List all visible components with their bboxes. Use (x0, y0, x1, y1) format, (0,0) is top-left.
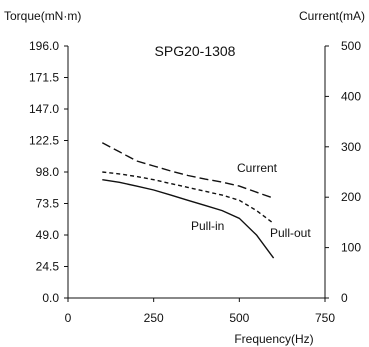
y-right-tick-label: 400 (341, 89, 361, 103)
y-left-tick-label: 147.0 (29, 102, 59, 116)
series (101, 142, 275, 259)
y-left-tick-label: 73.5 (36, 197, 60, 211)
y-right-tick-label: 200 (341, 190, 361, 204)
x-tick-label: 500 (229, 311, 249, 325)
series-label-current: Current (237, 161, 278, 175)
chart-title: SPG20-1308 (155, 43, 236, 59)
y-left-tick-label: 171.5 (29, 71, 59, 85)
y-right-tick-label: 500 (341, 39, 361, 53)
y-right-tick-label: 300 (341, 140, 361, 154)
axes (67, 46, 326, 299)
y-right-tick-label: 100 (341, 241, 361, 255)
x-tick-label: 750 (315, 311, 335, 325)
series-line-pull-out (102, 171, 275, 224)
y-left-tick-label: 0.0 (42, 291, 59, 305)
y-axis-left-label: Torque(mN·m) (4, 9, 81, 23)
y-left-tick-label: 122.5 (29, 134, 59, 148)
series-label-pull-in: Pull-in (191, 219, 224, 233)
series-label-pull-out: Pull-out (270, 226, 311, 240)
x-tick-label: 0 (65, 311, 72, 325)
series-line-current (101, 142, 274, 199)
y-axis-right-label: Current(mA) (299, 9, 365, 23)
x-tick-label: 250 (144, 311, 164, 325)
y-left-tick-label: 196.0 (29, 39, 59, 53)
ticks: 0.0 24.5 49.0 73.5 98.0 122.5 147.0 171.5 196.0 0… (29, 39, 361, 325)
series-line-pull-in (102, 179, 275, 259)
y-left-tick-label: 24.5 (36, 260, 60, 274)
y-left-tick-label: 98.0 (36, 165, 60, 179)
y-left-tick-label: 49.0 (36, 228, 60, 242)
x-axis-label: Frequency(Hz) (234, 332, 313, 346)
y-right-tick-label: 0 (341, 291, 348, 305)
